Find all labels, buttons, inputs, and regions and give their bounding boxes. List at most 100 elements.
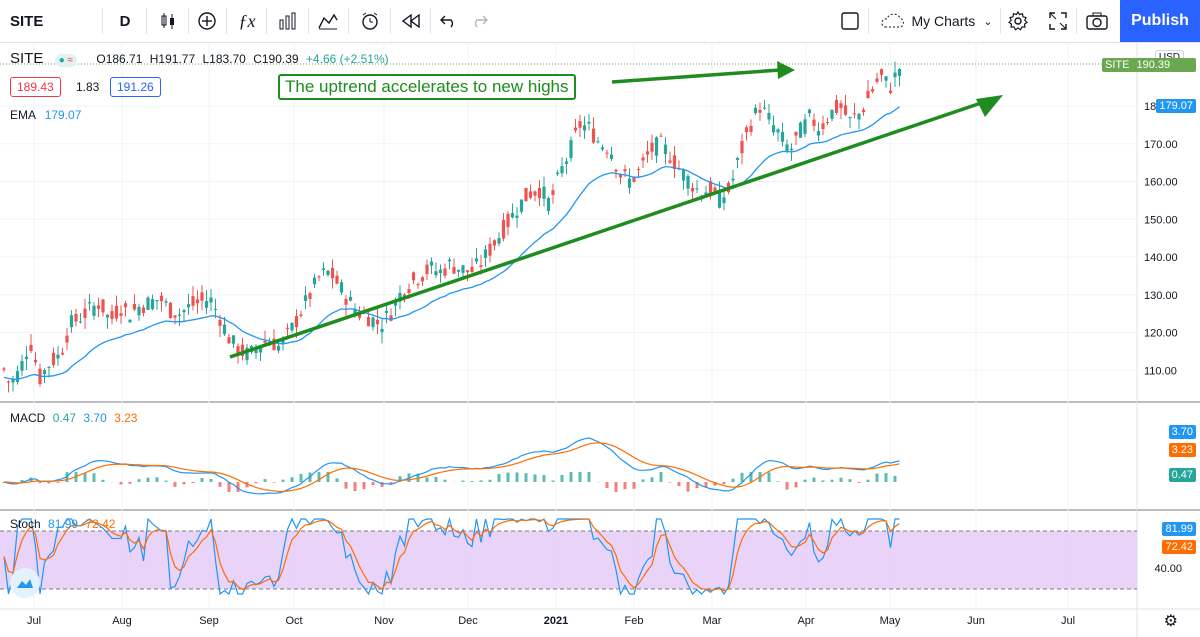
stoch-k-axis-tag: 81.99 [1162, 522, 1196, 536]
my-charts-button[interactable]: My Charts ⌄ [874, 0, 998, 42]
symbol-search[interactable]: SITE [10, 12, 44, 30]
annotation-arrowhead [777, 61, 795, 79]
candle-body [317, 276, 321, 278]
candle-body [168, 302, 173, 319]
stoch-legend[interactable]: Stoch 81.99 72.42 [10, 517, 115, 531]
candle-body [209, 297, 213, 303]
divider [868, 8, 869, 34]
fullscreen-icon[interactable] [1044, 0, 1072, 42]
macd-histogram-bar [686, 482, 690, 492]
time-tick-label: Jun [967, 615, 985, 627]
candle-body [654, 137, 659, 156]
financials-icon[interactable] [272, 0, 304, 42]
ema-price-tag: 179.07 [1156, 99, 1196, 113]
replay-icon[interactable] [396, 0, 426, 42]
templates-icon[interactable] [312, 0, 344, 42]
macd-signal-line [3, 442, 900, 493]
candle-body [528, 191, 533, 198]
macd-histogram-bar [893, 475, 897, 482]
candle-body [263, 340, 267, 343]
ema-label: EMA [10, 108, 36, 122]
macd-legend[interactable]: MACD 0.47 3.70 3.23 [10, 411, 137, 425]
candle-body [29, 344, 33, 351]
tradingview-logo-icon[interactable] [10, 568, 40, 598]
chart-type-candles-icon[interactable] [152, 0, 184, 42]
candle-body [425, 264, 429, 275]
legend-symbol[interactable]: SITE [10, 50, 44, 67]
compare-add-icon[interactable] [192, 0, 222, 42]
macd-line [3, 437, 900, 495]
indicators-fx-icon[interactable]: ƒx [238, 10, 256, 31]
redo-icon[interactable] [466, 0, 492, 42]
candle-body [537, 188, 542, 199]
snapshot-camera-icon[interactable] [1082, 0, 1112, 42]
candle-body [893, 72, 897, 78]
trend-line [229, 98, 991, 359]
macd-histogram-bar [371, 482, 375, 486]
settings-gear-bottom-icon[interactable]: ⚙ [1163, 613, 1178, 630]
macd-histogram-bar [236, 482, 240, 492]
macd-histogram-bar [839, 477, 843, 482]
candle-body [636, 168, 641, 170]
candle-body [497, 238, 501, 244]
candle-body [866, 90, 870, 99]
market-status-icon: ● ≈ [54, 54, 78, 67]
candle-body [888, 90, 893, 93]
candle-body [56, 354, 60, 359]
candle-body [857, 113, 861, 120]
candle-body [717, 190, 722, 208]
candle-body [816, 131, 821, 136]
candle-body [551, 190, 555, 195]
candle-body [299, 314, 303, 316]
candle-body [519, 199, 524, 212]
macd-histogram-bar [614, 482, 618, 492]
last-price-tag[interactable]: SITE 190.39 [1102, 58, 1196, 72]
sell-price-box[interactable]: 189.43 [10, 77, 61, 97]
price-chart[interactable]: 180.00170.00160.00150.00140.00130.00120.… [0, 42, 1200, 637]
alert-clock-icon[interactable] [354, 0, 386, 42]
candle-body [852, 113, 857, 115]
candle-body [177, 314, 182, 316]
candle-body [164, 301, 168, 303]
macd-histogram-bar [443, 479, 447, 482]
settings-gear-icon[interactable] [1004, 0, 1032, 42]
candle-body [560, 166, 564, 174]
legend-ema[interactable]: EMA 179.07 [10, 108, 81, 122]
interval-button[interactable]: D [119, 12, 131, 30]
publish-button[interactable]: Publish [1120, 0, 1200, 42]
divider [390, 8, 391, 34]
candle-body [713, 187, 717, 192]
macd-histogram-bar [119, 482, 123, 485]
undo-icon[interactable] [436, 0, 462, 42]
last-price-value: 190.39 [1136, 59, 1171, 71]
macd-histogram-bar [857, 482, 861, 483]
macd-histogram-bar [344, 482, 348, 489]
macd-histogram-bar [200, 477, 204, 482]
macd-histogram-bar [227, 482, 231, 492]
candle-body [132, 303, 137, 310]
candle-body [290, 323, 294, 331]
stoch-k-value: 81.99 [48, 517, 79, 531]
candle-body [465, 270, 470, 273]
candle-body [335, 275, 339, 284]
candle-body [650, 142, 654, 152]
macd-histogram-bar [704, 482, 708, 488]
macd-histogram-bar [56, 482, 60, 483]
candle-body [870, 89, 875, 92]
candle-body [861, 109, 866, 113]
candle-body [308, 293, 312, 299]
macd-histogram-bar [749, 472, 753, 482]
macd-histogram-bar [560, 474, 564, 482]
buy-price-box[interactable]: 191.26 [110, 77, 161, 97]
candle-body [618, 174, 623, 178]
trend-annotation[interactable]: The uptrend accelerates to new highs [278, 74, 576, 100]
candle-body [542, 186, 546, 199]
macd-histogram-bar [146, 477, 150, 482]
macd-histogram-bar [317, 472, 321, 482]
macd-histogram-bar [551, 480, 555, 482]
candle-body [204, 300, 209, 308]
candle-body [150, 299, 155, 310]
candle-body [762, 107, 767, 109]
layout-select-icon[interactable] [836, 0, 864, 42]
candle-body [884, 76, 888, 81]
